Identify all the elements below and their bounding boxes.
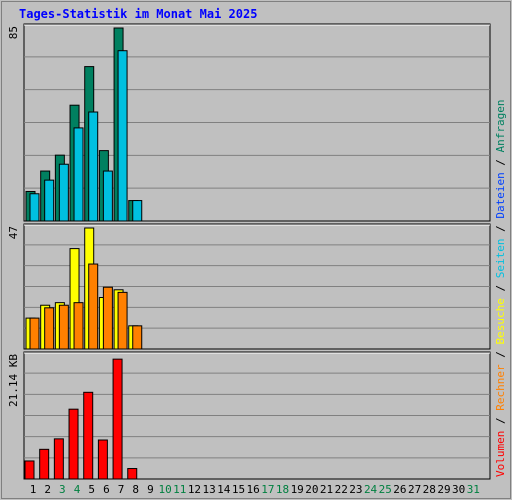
day-label-12: 12	[188, 483, 201, 496]
day-label-8: 8	[132, 483, 139, 496]
day-label-20: 20	[305, 483, 318, 496]
panel-max-label: 47	[7, 226, 20, 239]
day-label-16: 16	[247, 483, 260, 496]
bar-volumen-day-5	[83, 391, 94, 480]
legend-separator: /	[494, 152, 507, 172]
day-label-17: 17	[261, 483, 274, 496]
bar-seiten-day-5	[88, 111, 99, 222]
day-label-29: 29	[437, 483, 450, 496]
day-label-31: 31	[467, 483, 480, 496]
bar-volumen-day-6	[97, 439, 108, 480]
day-label-26: 26	[393, 483, 406, 496]
day-label-11: 11	[173, 483, 186, 496]
legend-separator: /	[494, 345, 507, 365]
day-label-5: 5	[88, 483, 95, 496]
bar-seiten-day-6	[102, 170, 113, 222]
bar-seiten-day-8	[132, 200, 143, 222]
day-label-19: 19	[291, 483, 304, 496]
legend-separator: /	[494, 411, 507, 431]
bar-seiten-day-4	[73, 127, 84, 222]
day-label-27: 27	[408, 483, 421, 496]
bar-rechner-day-3	[58, 304, 69, 350]
day-label-6: 6	[103, 483, 110, 496]
day-label-9: 9	[147, 483, 154, 496]
day-label-2: 2	[44, 483, 51, 496]
bar-rechner-day-5	[88, 263, 99, 350]
legend-rechner: Rechner	[494, 364, 507, 411]
bar-rechner-day-7	[117, 291, 128, 350]
right-axis-legend: Volumen / Rechner / Besuche / Seiten / D…	[494, 99, 507, 477]
day-label-22: 22	[335, 483, 348, 496]
day-label-25: 25	[379, 483, 392, 496]
bar-volumen-day-4	[68, 408, 79, 480]
chart-title: Tages-Statistik im Monat Mai 2025	[19, 7, 258, 21]
day-label-14: 14	[217, 483, 231, 496]
legend-besuche: Besuche	[494, 298, 507, 344]
bar-seiten-day-3	[58, 163, 69, 222]
day-label-15: 15	[232, 483, 245, 496]
legend-anfragen: Anfragen	[494, 99, 507, 152]
day-label-1: 1	[30, 483, 37, 496]
bar-volumen-day-8	[127, 468, 138, 480]
day-label-21: 21	[320, 483, 333, 496]
bar-volumen-day-3	[53, 438, 64, 480]
day-label-24: 24	[364, 483, 378, 496]
bar-rechner-day-2	[44, 307, 55, 350]
bar-seiten-day-7	[117, 50, 128, 222]
legend-seiten: Seiten	[494, 239, 507, 279]
day-label-18: 18	[276, 483, 289, 496]
bar-rechner-day-4	[73, 302, 84, 350]
legend-dateien: Dateien	[494, 172, 507, 218]
day-label-28: 28	[423, 483, 436, 496]
legend-separator: /	[494, 219, 507, 239]
day-label-13: 13	[203, 483, 216, 496]
bar-volumen-day-2	[39, 448, 50, 480]
legend-volumen: Volumen	[494, 431, 507, 477]
legend-separator: /	[494, 278, 507, 298]
day-label-23: 23	[349, 483, 362, 496]
bar-volumen-day-1	[24, 460, 35, 480]
day-label-7: 7	[118, 483, 125, 496]
day-label-3: 3	[59, 483, 66, 496]
bar-seiten-day-2	[44, 179, 55, 222]
bar-volumen-day-7	[112, 358, 123, 480]
day-label-30: 30	[452, 483, 465, 496]
day-label-10: 10	[158, 483, 171, 496]
bar-rechner-day-8	[132, 325, 143, 350]
panel-max-label: 21.14 KB	[7, 354, 20, 407]
day-label-4: 4	[74, 483, 81, 496]
bar-rechner-day-6	[102, 286, 113, 350]
bar-seiten-day-1	[29, 193, 40, 222]
panel-max-label: 85	[7, 26, 20, 39]
bar-rechner-day-1	[29, 317, 40, 350]
